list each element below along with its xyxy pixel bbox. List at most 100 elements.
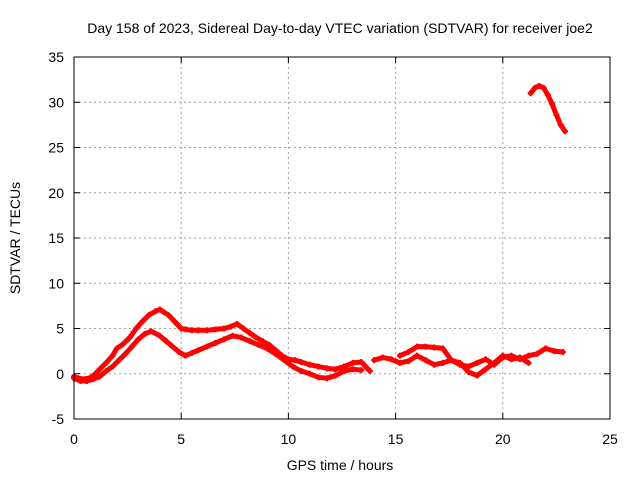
data-point — [371, 357, 378, 364]
data-point — [405, 358, 412, 365]
data-point — [195, 327, 202, 334]
data-point — [516, 354, 523, 361]
data-point — [366, 368, 373, 375]
data-point — [542, 345, 549, 352]
data-point — [332, 372, 339, 379]
y-tick-label: 0 — [56, 366, 64, 382]
chart-title: Day 158 of 2023, Sidereal Day-to-day VTE… — [87, 20, 593, 36]
data-point — [240, 325, 247, 332]
data-point — [531, 84, 538, 91]
data-point — [253, 334, 260, 341]
data-point — [152, 308, 159, 315]
data-point — [405, 349, 412, 356]
data-point — [122, 350, 129, 357]
data-point — [474, 359, 481, 366]
data-point — [113, 345, 120, 352]
y-tick-label: 5 — [56, 321, 64, 337]
data-point — [540, 84, 547, 91]
data-point — [474, 372, 481, 379]
data-point — [266, 341, 273, 348]
data-point — [229, 332, 236, 339]
x-tick-label: 0 — [70, 431, 78, 447]
y-tick-label: 15 — [48, 230, 64, 246]
data-point — [109, 352, 116, 359]
data-point — [534, 350, 541, 357]
series-line — [71, 328, 364, 384]
data-point — [439, 345, 446, 352]
data-point — [173, 320, 180, 327]
data-point — [465, 368, 472, 375]
data-point — [332, 366, 339, 373]
series-trace-high — [527, 82, 568, 135]
data-point — [120, 340, 127, 347]
data-point — [246, 338, 253, 345]
data-point — [109, 363, 116, 370]
data-point — [259, 338, 266, 345]
data-point — [422, 357, 429, 364]
data-point — [139, 318, 146, 325]
data-point — [349, 359, 356, 366]
data-point — [96, 366, 103, 373]
data-point — [431, 344, 438, 351]
data-point — [212, 339, 219, 346]
data-point — [482, 356, 489, 363]
data-point — [349, 366, 356, 373]
data-point — [246, 330, 253, 337]
data-point — [182, 326, 189, 333]
data-point — [544, 92, 551, 99]
data-point — [165, 311, 172, 318]
data-point — [553, 111, 560, 118]
data-point — [448, 357, 455, 364]
data-point — [323, 375, 330, 382]
data-point — [146, 311, 153, 318]
data-point — [263, 345, 270, 352]
data-point — [221, 336, 228, 343]
data-point — [561, 128, 568, 135]
data-point — [508, 356, 515, 363]
data-point — [499, 352, 506, 359]
series-line — [397, 344, 532, 379]
data-point — [379, 354, 386, 361]
data-point — [306, 370, 313, 377]
data-point — [163, 338, 170, 345]
data-point — [414, 343, 421, 350]
data-point — [291, 357, 298, 364]
data-point — [227, 323, 234, 330]
data-point — [169, 343, 176, 350]
data-layer — [71, 82, 568, 384]
series-trace-afternoon-b — [396, 343, 532, 379]
data-point — [188, 327, 195, 334]
data-point — [169, 316, 176, 323]
data-point — [491, 359, 498, 366]
data-point — [103, 359, 110, 366]
x-tick-label: 25 — [602, 431, 618, 447]
data-point — [77, 377, 84, 384]
tick-labels: 0 5 10 15 20 25 -5 0 5 10 15 20 25 30 35 — [48, 49, 618, 447]
data-point — [135, 336, 142, 343]
data-point — [536, 82, 543, 89]
plot-frame — [73, 56, 611, 420]
data-point — [281, 357, 288, 364]
data-point — [306, 361, 313, 368]
grid — [74, 57, 610, 419]
data-point — [341, 368, 348, 375]
data-point — [315, 363, 322, 370]
data-point — [388, 356, 395, 363]
data-point — [203, 343, 210, 350]
data-point — [358, 367, 365, 374]
data-point — [188, 349, 195, 356]
data-point — [315, 374, 322, 381]
series-trace-afternoon — [371, 345, 566, 370]
data-point — [439, 359, 446, 366]
data-point — [221, 325, 228, 332]
data-point — [323, 365, 330, 372]
data-point — [551, 348, 558, 355]
data-point — [255, 341, 262, 348]
data-point — [298, 358, 305, 365]
data-point — [396, 352, 403, 359]
data-point — [414, 352, 421, 359]
x-axis-label: GPS time / hours — [287, 457, 394, 473]
data-point — [559, 349, 566, 356]
